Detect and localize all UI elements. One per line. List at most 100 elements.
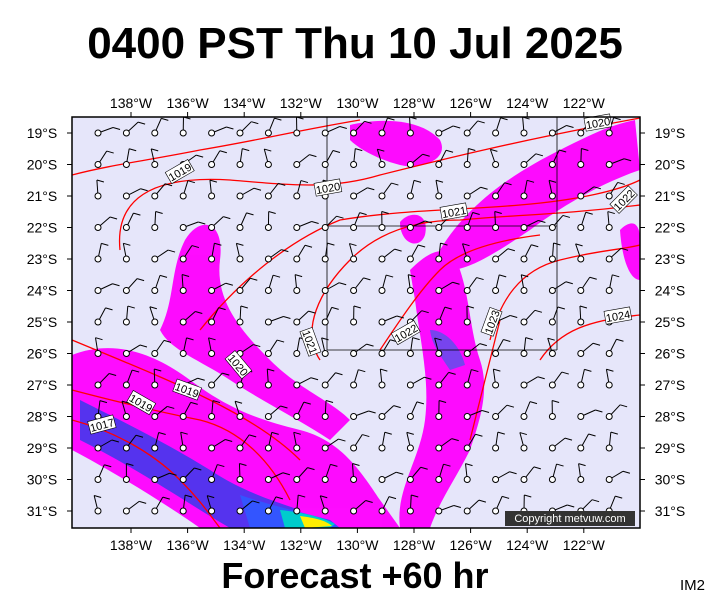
station	[94, 444, 102, 452]
station	[548, 350, 556, 357]
station	[94, 287, 102, 294]
station	[577, 381, 585, 389]
station	[264, 161, 272, 168]
station	[406, 224, 414, 231]
station	[378, 476, 386, 483]
barb-flag	[335, 372, 343, 376]
lat-label: 20°S	[27, 157, 58, 173]
station	[463, 129, 471, 137]
barb-flag	[494, 211, 502, 215]
station	[151, 444, 159, 452]
barb-flag	[151, 148, 159, 152]
station	[264, 255, 272, 263]
barb-flag	[161, 117, 169, 121]
heavy-precip	[80, 330, 465, 528]
station	[179, 413, 187, 420]
station	[94, 381, 102, 389]
station	[208, 476, 216, 483]
station	[406, 161, 414, 168]
isobar-label-box	[126, 390, 157, 416]
lon-label: 130°W	[336, 95, 379, 111]
station	[293, 381, 301, 389]
station	[350, 129, 358, 137]
barb-flag	[452, 281, 460, 285]
barb-flag	[444, 306, 452, 310]
station	[208, 287, 216, 294]
barb-flag	[553, 242, 561, 246]
station	[293, 318, 301, 326]
barb-flag	[101, 242, 109, 246]
barb-flag	[196, 154, 204, 158]
station	[208, 413, 216, 420]
barb-flag	[413, 179, 422, 183]
barb-flag	[359, 212, 367, 216]
station	[236, 192, 244, 200]
barb-flag	[438, 400, 447, 403]
station	[378, 381, 386, 389]
lat-label: 30°S	[655, 472, 686, 488]
barb-flag	[477, 120, 485, 124]
isobar-label-box	[87, 414, 117, 435]
station	[122, 507, 130, 515]
lon-label: 134°W	[223, 95, 266, 111]
barb-flag	[616, 338, 624, 342]
barb-flag	[327, 242, 335, 246]
barb-flag	[422, 153, 430, 157]
barb-flag	[136, 278, 145, 282]
station	[577, 476, 585, 483]
barb-flag	[623, 158, 632, 162]
barb-flag	[185, 494, 193, 498]
station	[122, 413, 130, 420]
station	[577, 161, 585, 168]
lat-label: 22°S	[655, 220, 686, 236]
station	[492, 129, 500, 137]
barb-flag	[507, 248, 515, 252]
barb-flag	[339, 282, 347, 286]
lat-label: 26°S	[655, 346, 686, 362]
barb-flag	[207, 495, 215, 499]
barb-flag	[293, 431, 301, 435]
barb-flag	[242, 148, 250, 152]
isobar-label-text: 1020	[585, 116, 611, 132]
barb-flag	[217, 464, 225, 468]
station	[520, 381, 528, 389]
station	[122, 444, 130, 452]
station	[378, 287, 386, 294]
station	[463, 161, 471, 168]
barb-flag	[219, 150, 227, 154]
station	[293, 444, 301, 452]
station	[435, 129, 443, 137]
lat-label: 19°S	[655, 125, 686, 141]
barb-flag	[181, 274, 190, 278]
lon-label: 136°W	[167, 537, 210, 553]
station	[179, 129, 187, 137]
barb-flag	[593, 186, 602, 190]
barb-flag	[418, 244, 426, 248]
barb-flag	[275, 496, 284, 500]
station	[350, 255, 358, 263]
lon-label: 138°W	[110, 95, 153, 111]
station	[435, 287, 443, 294]
station	[406, 444, 414, 452]
station	[94, 224, 102, 231]
barb-flag	[187, 180, 196, 184]
lon-label: 130°W	[336, 537, 379, 553]
station	[435, 444, 443, 452]
barb-flag	[239, 463, 247, 466]
station	[122, 287, 130, 294]
axis-labels: 138°W 138°W 136°W 136°W 134°W 134°W 132°W 132°W…	[27, 95, 686, 553]
lat-label: 29°S	[655, 440, 686, 456]
barb-flag	[105, 307, 113, 311]
station	[151, 318, 159, 326]
barb-flag	[445, 149, 454, 153]
station	[122, 381, 130, 389]
station	[406, 129, 414, 137]
station	[321, 129, 329, 137]
station	[179, 507, 187, 515]
barb-flag	[135, 434, 144, 438]
station	[548, 255, 556, 263]
barb-flag	[615, 495, 623, 499]
barb-flag	[250, 277, 258, 281]
station	[321, 161, 329, 168]
barb-flag	[592, 342, 601, 346]
